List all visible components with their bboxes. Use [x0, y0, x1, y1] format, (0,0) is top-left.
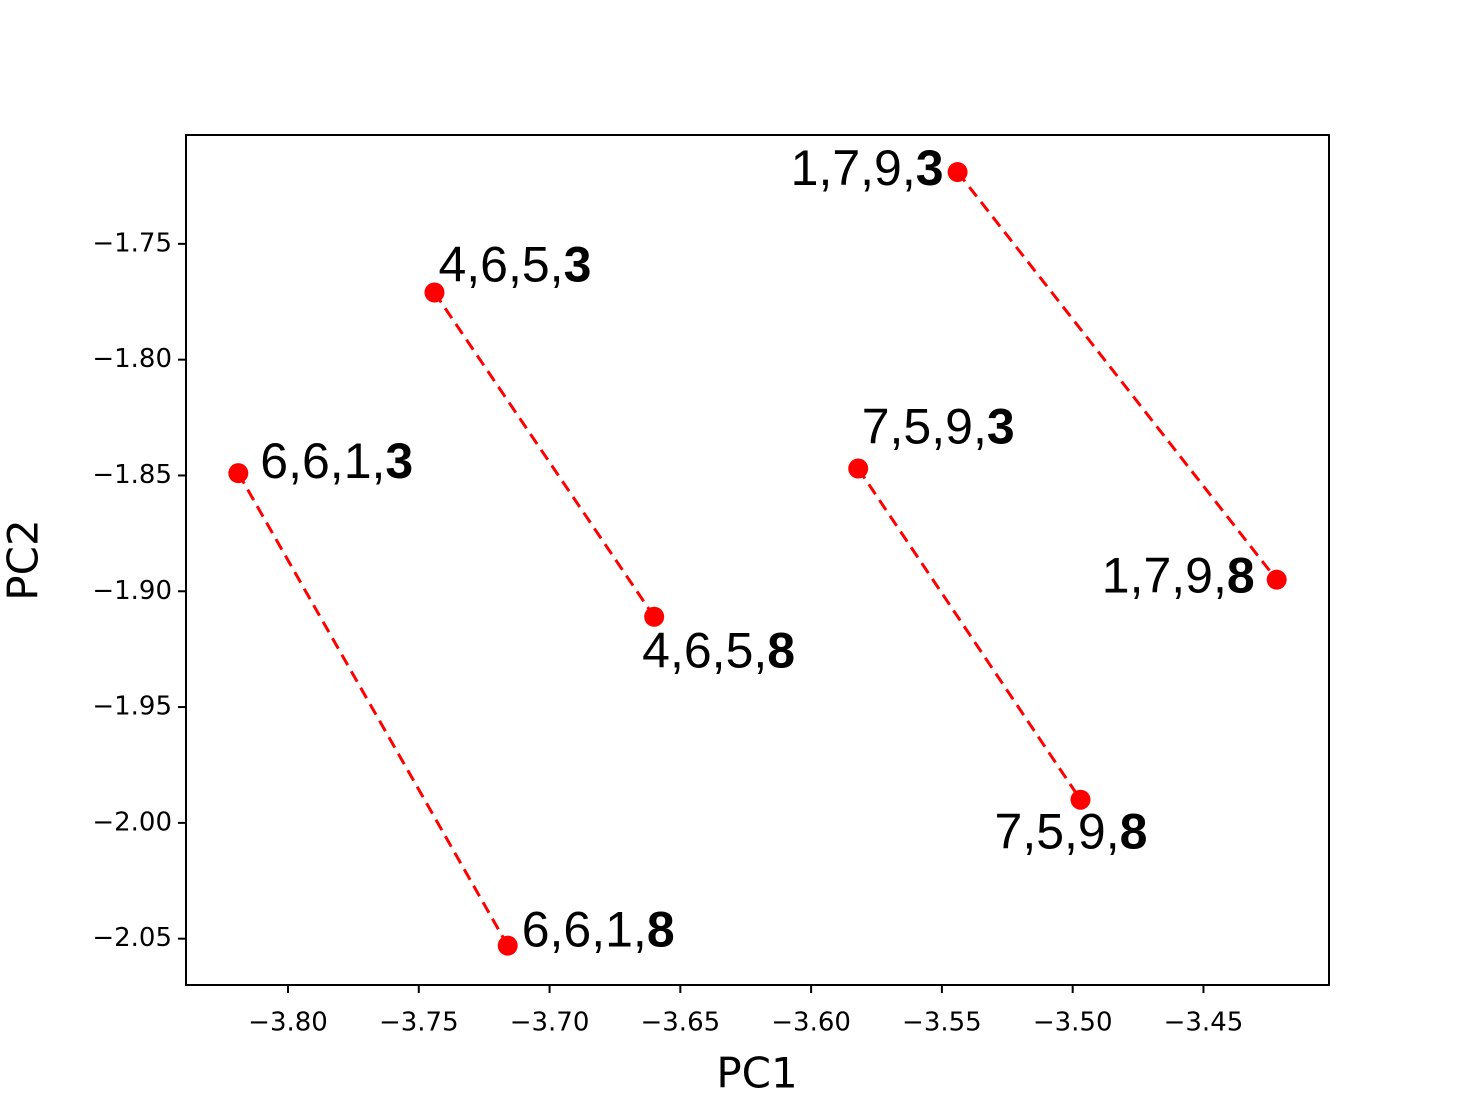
- connector-line: [856, 467, 1082, 801]
- point: [848, 458, 869, 479]
- point-label-text: 6,6,1,: [260, 433, 385, 489]
- point-label-text: 7,5,9,: [995, 804, 1120, 860]
- point-label-bold: 3: [385, 433, 413, 489]
- y-axis-label: PC2: [0, 519, 48, 600]
- point-label: 7,5,9,3: [862, 399, 1015, 455]
- point: [497, 935, 518, 956]
- y-tick-label: −2.00: [92, 807, 172, 837]
- point-label-text: 1,7,9,: [791, 140, 916, 196]
- x-tick-label: −3.45: [1164, 1008, 1244, 1038]
- x-tick-label: −3.55: [902, 1008, 982, 1038]
- x-tick-label: −3.65: [640, 1008, 720, 1038]
- x-tick-label: −3.60: [771, 1008, 851, 1038]
- point: [1070, 789, 1091, 810]
- connector-line: [956, 171, 1278, 581]
- y-tick-label: −2.05: [92, 923, 172, 953]
- point-label-text: 6,6,1,: [522, 902, 647, 958]
- point-label-bold: 8: [647, 902, 675, 958]
- x-tick-label: −3.80: [248, 1008, 328, 1038]
- point-label-text: 7,5,9,: [862, 399, 987, 455]
- point-label: 7,5,9,8: [995, 804, 1148, 860]
- point-label-bold: 3: [916, 140, 944, 196]
- connector-line: [433, 291, 656, 618]
- x-axis-label: PC1: [716, 1049, 797, 1098]
- point-label: 1,7,9,8: [1102, 548, 1255, 604]
- point-label: 6,6,1,8: [522, 902, 675, 958]
- point-label-text: 1,7,9,: [1102, 548, 1227, 604]
- point-label: 6,6,1,3: [260, 433, 413, 489]
- x-tick-label: −3.75: [379, 1008, 459, 1038]
- point-label-bold: 8: [1227, 548, 1255, 604]
- y-tick-label: −1.95: [92, 692, 172, 722]
- x-tick-label: −3.50: [1033, 1008, 1113, 1038]
- point: [424, 282, 445, 303]
- axes-frame: [185, 134, 1330, 986]
- point: [1266, 569, 1287, 590]
- x-tick-label: −3.70: [510, 1008, 590, 1038]
- y-tick-label: −1.75: [92, 228, 172, 258]
- point: [228, 463, 249, 484]
- y-tick-label: −1.90: [92, 576, 172, 606]
- point-label-bold: 3: [564, 237, 592, 293]
- point-label-bold: 3: [987, 399, 1015, 455]
- point-label-bold: 8: [767, 623, 795, 679]
- point-label: 1,7,9,3: [791, 140, 944, 196]
- point-label-text: 4,6,5,: [642, 623, 767, 679]
- point-label-text: 4,6,5,: [438, 237, 563, 293]
- point-label-bold: 8: [1120, 804, 1148, 860]
- connector-line: [237, 472, 510, 947]
- point-label: 4,6,5,8: [642, 623, 795, 679]
- point-label: 4,6,5,3: [438, 237, 591, 293]
- y-tick-label: −1.80: [92, 344, 172, 374]
- y-tick-label: −1.85: [92, 460, 172, 490]
- point: [644, 606, 665, 627]
- point: [947, 162, 968, 183]
